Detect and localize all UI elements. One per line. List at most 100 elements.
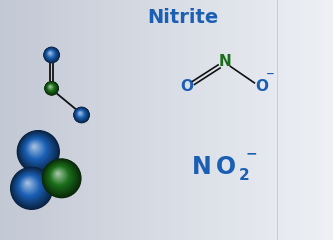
Bar <box>183 0 189 240</box>
Bar <box>122 0 128 240</box>
Circle shape <box>23 136 50 163</box>
Circle shape <box>31 144 39 151</box>
Circle shape <box>16 172 44 201</box>
Circle shape <box>27 140 44 156</box>
Circle shape <box>44 161 77 194</box>
Circle shape <box>28 141 43 156</box>
Circle shape <box>16 172 45 201</box>
Circle shape <box>24 137 49 162</box>
Circle shape <box>44 48 59 62</box>
Circle shape <box>20 176 38 194</box>
Circle shape <box>48 51 53 56</box>
Bar <box>300 0 305 240</box>
Bar <box>22 0 28 240</box>
Circle shape <box>79 112 82 115</box>
Bar <box>117 0 122 240</box>
Circle shape <box>32 145 37 149</box>
Circle shape <box>46 162 75 192</box>
Bar <box>211 0 216 240</box>
Text: O: O <box>180 79 193 94</box>
Circle shape <box>31 143 39 152</box>
Circle shape <box>24 137 50 162</box>
Circle shape <box>44 81 59 96</box>
Bar <box>166 0 172 240</box>
Bar <box>322 0 327 240</box>
Circle shape <box>75 108 88 121</box>
Circle shape <box>47 50 54 57</box>
Circle shape <box>18 174 41 197</box>
Bar <box>72 0 78 240</box>
Circle shape <box>46 49 56 59</box>
Circle shape <box>20 176 39 195</box>
Circle shape <box>21 134 53 166</box>
Circle shape <box>48 84 54 91</box>
Circle shape <box>76 109 86 119</box>
Text: N: N <box>191 155 211 179</box>
Circle shape <box>48 51 54 57</box>
Circle shape <box>10 167 53 210</box>
Circle shape <box>23 179 34 190</box>
Circle shape <box>43 47 60 63</box>
Circle shape <box>79 112 82 115</box>
Circle shape <box>48 51 53 56</box>
Circle shape <box>78 111 83 116</box>
Circle shape <box>46 83 56 93</box>
Bar <box>261 0 266 240</box>
Circle shape <box>50 86 51 87</box>
Bar <box>61 0 67 240</box>
Circle shape <box>53 169 65 181</box>
Circle shape <box>77 110 84 117</box>
Bar <box>17 0 22 240</box>
Circle shape <box>12 169 50 207</box>
Circle shape <box>45 81 59 95</box>
Circle shape <box>29 142 41 154</box>
Circle shape <box>47 163 74 190</box>
Circle shape <box>26 182 29 185</box>
Circle shape <box>48 164 72 188</box>
Text: 2: 2 <box>239 168 249 184</box>
Circle shape <box>44 81 59 96</box>
Circle shape <box>50 166 70 186</box>
Circle shape <box>47 83 55 92</box>
Circle shape <box>78 111 83 116</box>
Circle shape <box>15 171 46 203</box>
Circle shape <box>18 131 58 171</box>
Circle shape <box>75 108 88 121</box>
Circle shape <box>74 108 89 122</box>
Circle shape <box>56 172 59 175</box>
Circle shape <box>45 48 57 60</box>
Bar <box>39 0 44 240</box>
Circle shape <box>48 51 53 55</box>
Circle shape <box>47 83 56 92</box>
Circle shape <box>49 52 52 55</box>
Circle shape <box>50 53 51 54</box>
Circle shape <box>31 144 38 150</box>
Circle shape <box>43 47 60 63</box>
Circle shape <box>77 110 84 117</box>
Circle shape <box>53 169 64 180</box>
Circle shape <box>45 161 77 193</box>
Circle shape <box>54 170 63 179</box>
Bar <box>144 0 150 240</box>
Circle shape <box>76 109 86 120</box>
Circle shape <box>45 48 58 61</box>
Circle shape <box>77 110 85 118</box>
Circle shape <box>18 132 57 171</box>
Circle shape <box>43 159 80 197</box>
Circle shape <box>46 49 57 60</box>
Circle shape <box>11 168 51 208</box>
Circle shape <box>27 140 44 157</box>
Circle shape <box>30 143 40 152</box>
Bar <box>244 0 250 240</box>
Bar <box>205 0 211 240</box>
Circle shape <box>46 82 57 93</box>
Circle shape <box>17 130 59 173</box>
Bar <box>133 0 139 240</box>
Circle shape <box>46 83 57 93</box>
Circle shape <box>19 175 40 197</box>
Circle shape <box>18 131 59 172</box>
Circle shape <box>24 180 32 188</box>
Circle shape <box>76 109 87 120</box>
Circle shape <box>22 135 52 165</box>
Circle shape <box>19 132 56 169</box>
